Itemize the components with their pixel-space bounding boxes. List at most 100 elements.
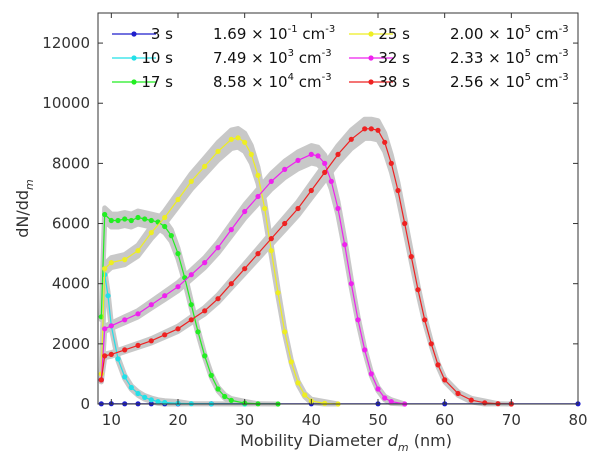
data-point — [102, 326, 108, 332]
data-point — [235, 135, 241, 141]
plot-frame — [97, 12, 579, 405]
data-point — [122, 216, 128, 222]
legend-marker — [131, 55, 137, 61]
data-point — [122, 374, 128, 380]
data-point — [428, 341, 434, 347]
y-tick-label: 6000 — [52, 215, 90, 233]
data-point — [135, 311, 141, 317]
data-point — [122, 257, 128, 263]
data-point — [215, 386, 221, 392]
data-point — [105, 293, 111, 299]
data-point — [162, 214, 168, 221]
data-point — [162, 223, 168, 230]
legend-item: 10 s 7.49 × 103 cm-3 — [112, 48, 332, 67]
data-point — [328, 178, 334, 184]
data-point — [322, 160, 328, 166]
data-point — [222, 393, 228, 400]
data-point — [142, 394, 148, 400]
x-tick-label: 40 — [302, 411, 321, 429]
data-point — [355, 317, 361, 323]
legend-value: 7.49 × 103 cm-3 — [213, 48, 332, 67]
data-point — [202, 163, 208, 169]
data-point — [148, 302, 154, 308]
data-point — [335, 205, 341, 212]
data-point — [348, 136, 354, 142]
legend-value: 2.56 × 105 cm-3 — [450, 72, 569, 91]
data-point — [255, 172, 261, 178]
x-tick-label: 50 — [368, 411, 387, 429]
data-point — [195, 329, 201, 335]
data-point — [228, 397, 234, 403]
data-point — [295, 205, 301, 212]
data-point — [142, 216, 148, 222]
legend-marker — [368, 31, 374, 37]
legend-label: 3 s — [151, 25, 173, 43]
data-point — [455, 390, 461, 397]
data-point — [188, 302, 194, 308]
legend-value: 8.58 × 104 cm-3 — [213, 72, 332, 91]
data-point — [362, 347, 368, 353]
data-point — [295, 157, 301, 163]
data-point — [202, 308, 208, 314]
data-point — [102, 266, 108, 272]
series-line — [100, 137, 339, 405]
data-point — [122, 317, 128, 323]
data-point — [375, 386, 381, 392]
y-axis-label: dN/ddm — [13, 179, 36, 238]
data-point — [268, 248, 274, 254]
legend-item: 25 s 2.00 × 105 cm-3 — [349, 24, 569, 43]
data-point — [342, 242, 348, 248]
series-32-s — [98, 151, 408, 407]
data-point — [228, 281, 234, 287]
data-point — [322, 400, 328, 406]
legend-label: 25 s — [378, 25, 410, 43]
x-axis-label: Mobility Diameter dm (nm) — [240, 431, 452, 454]
data-point — [268, 236, 274, 242]
data-point — [108, 217, 114, 224]
legend-item: 32 s 2.33 × 105 cm-3 — [349, 48, 569, 67]
data-point — [442, 377, 448, 383]
data-point — [242, 139, 248, 145]
data-point — [282, 166, 288, 172]
data-point — [188, 272, 194, 278]
data-point — [242, 208, 248, 215]
legend-item: 38 s 2.56 × 105 cm-3 — [349, 72, 569, 91]
legend-label: 32 s — [378, 49, 410, 67]
data-point — [382, 395, 388, 401]
data-point — [188, 178, 194, 184]
data-point — [122, 347, 128, 353]
data-point — [348, 281, 354, 287]
legend-value: 1.69 × 10-1 cm-3 — [213, 24, 335, 43]
data-point — [468, 397, 474, 403]
y-tick-label: 4000 — [52, 275, 90, 293]
legend-item: 17 s 8.58 × 104 cm-3 — [112, 72, 332, 91]
data-point — [102, 211, 108, 218]
data-point — [208, 372, 214, 378]
data-point — [188, 317, 194, 323]
data-point — [202, 353, 208, 359]
x-tick-label: 60 — [435, 411, 454, 429]
data-point — [482, 400, 488, 406]
x-tick-label: 30 — [235, 411, 254, 429]
data-point — [98, 377, 104, 383]
x-tick-label: 80 — [568, 411, 587, 429]
data-point — [388, 160, 394, 166]
legend-label: 10 s — [141, 49, 173, 67]
legend-marker — [368, 79, 374, 85]
axes: 10 20 30 40 50 60 70 80 0 2000 4000 6000 8000 10000 12… — [42, 12, 588, 429]
data-point — [102, 353, 108, 359]
legend-marker — [131, 79, 137, 85]
data-point — [135, 390, 141, 397]
data-point — [335, 151, 341, 157]
data-point — [388, 399, 394, 405]
data-point — [322, 169, 328, 175]
y-tick-label: 12000 — [42, 34, 90, 52]
data-point — [108, 323, 114, 329]
data-point — [215, 245, 221, 251]
legend-item: 3 s 1.69 × 10-1 cm-3 — [112, 24, 335, 43]
data-point — [108, 260, 114, 266]
legend-value: 2.00 × 105 cm-3 — [450, 24, 569, 43]
data-point — [362, 126, 368, 132]
